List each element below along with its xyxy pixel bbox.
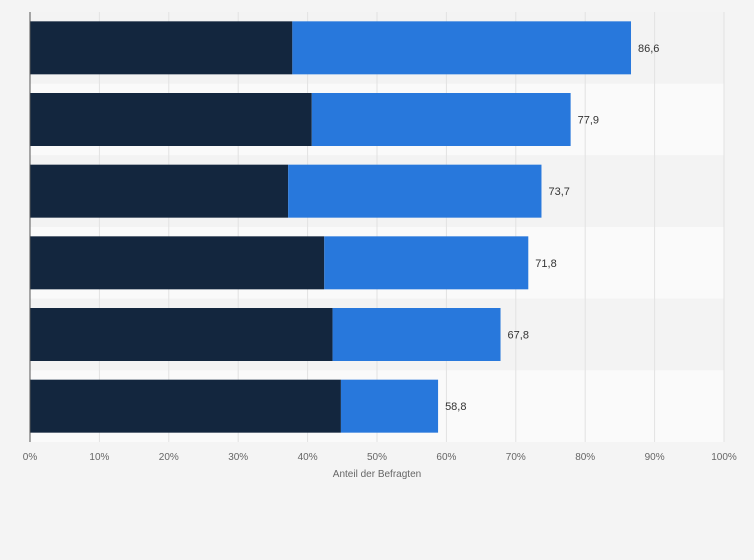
data-label: 86,6 bbox=[638, 43, 659, 55]
x-axis-title: Anteil der Befragten bbox=[333, 469, 421, 480]
x-tick-label: 70% bbox=[506, 452, 526, 463]
x-tick-labels: 0% 10% 20% 30% 40% 50% 60% 70% 80% 90% 100% bbox=[23, 452, 737, 463]
x-tick-label: 90% bbox=[645, 452, 665, 463]
data-label: 71,8 bbox=[535, 258, 556, 270]
bar-segment-series-1 bbox=[30, 93, 312, 146]
bar-segment-series-1 bbox=[30, 379, 341, 433]
bar-segment-series-2 bbox=[292, 21, 632, 75]
x-tick-label: 60% bbox=[436, 452, 456, 463]
x-tick-label: 40% bbox=[298, 452, 318, 463]
bar-segment-series-2 bbox=[332, 308, 501, 361]
x-tick-label: 0% bbox=[23, 452, 38, 463]
bar-segment-series-2 bbox=[311, 93, 571, 146]
x-tick-label: 20% bbox=[159, 452, 179, 463]
x-tick-label: 50% bbox=[367, 452, 387, 463]
data-label: 58,8 bbox=[445, 401, 466, 413]
x-tick-label: 100% bbox=[711, 452, 737, 463]
bar-segment-series-2 bbox=[340, 379, 439, 433]
x-tick-label: 80% bbox=[575, 452, 595, 463]
data-labels: 86,6 77,9 73,7 71,8 67,8 58,8 bbox=[445, 43, 659, 413]
x-tick-label: 30% bbox=[228, 452, 248, 463]
x-tick-label: 10% bbox=[89, 452, 109, 463]
data-label: 67,8 bbox=[508, 330, 529, 342]
bar-segment-series-1 bbox=[30, 236, 325, 290]
bar-segment-series-1 bbox=[30, 308, 333, 361]
bar-segment-series-1 bbox=[30, 164, 289, 218]
data-label: 77,9 bbox=[578, 115, 599, 127]
bar-segment-series-1 bbox=[30, 21, 293, 75]
bar-segment-series-2 bbox=[288, 164, 542, 218]
data-label: 73,7 bbox=[548, 186, 569, 198]
bar-segment-series-2 bbox=[324, 236, 529, 290]
gridlines bbox=[98, 12, 725, 442]
bars bbox=[30, 21, 632, 433]
